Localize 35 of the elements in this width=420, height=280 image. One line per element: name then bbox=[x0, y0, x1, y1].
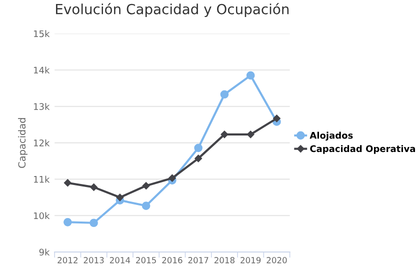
point bbox=[90, 184, 98, 191]
point bbox=[220, 130, 228, 138]
point bbox=[64, 179, 72, 186]
x-tick-label: 2020 bbox=[266, 257, 287, 264]
chart-title: Evolución Capacidad y Ocupación bbox=[56, 3, 289, 18]
x-tick-label: 2017 bbox=[188, 257, 208, 264]
legend-label: Capacidad Operativa bbox=[310, 145, 416, 154]
point bbox=[90, 218, 98, 228]
y-tick-label: 13k bbox=[34, 102, 50, 110]
y-tick-label: 12k bbox=[34, 139, 50, 146]
y-tick-label: 14k bbox=[34, 66, 50, 74]
point bbox=[63, 218, 72, 226]
point bbox=[194, 154, 202, 162]
x-tick-label: 2012 bbox=[58, 257, 78, 264]
point bbox=[194, 144, 202, 152]
point bbox=[220, 90, 229, 99]
point bbox=[246, 130, 254, 138]
y-tick-label: 15k bbox=[34, 30, 50, 38]
x-tick-label: 2018 bbox=[214, 257, 234, 264]
point bbox=[142, 182, 150, 190]
y-tick-label: 10k bbox=[34, 212, 50, 220]
legend-label: Alojados bbox=[310, 132, 353, 141]
x-tick-label: 2019 bbox=[240, 257, 261, 264]
point bbox=[116, 194, 124, 202]
point bbox=[246, 71, 255, 80]
y-axis-title: Capacidad bbox=[18, 118, 28, 168]
point bbox=[168, 174, 176, 182]
y-tick-label: 11k bbox=[34, 176, 50, 183]
x-tick-label: 2015 bbox=[136, 257, 156, 264]
point bbox=[273, 114, 280, 122]
x-tick-label: 2014 bbox=[110, 257, 130, 264]
point bbox=[142, 202, 150, 210]
x-tick-label: 2016 bbox=[162, 257, 182, 264]
x-tick-label: 2013 bbox=[84, 257, 104, 264]
y-tick-label: 9k bbox=[39, 248, 50, 256]
